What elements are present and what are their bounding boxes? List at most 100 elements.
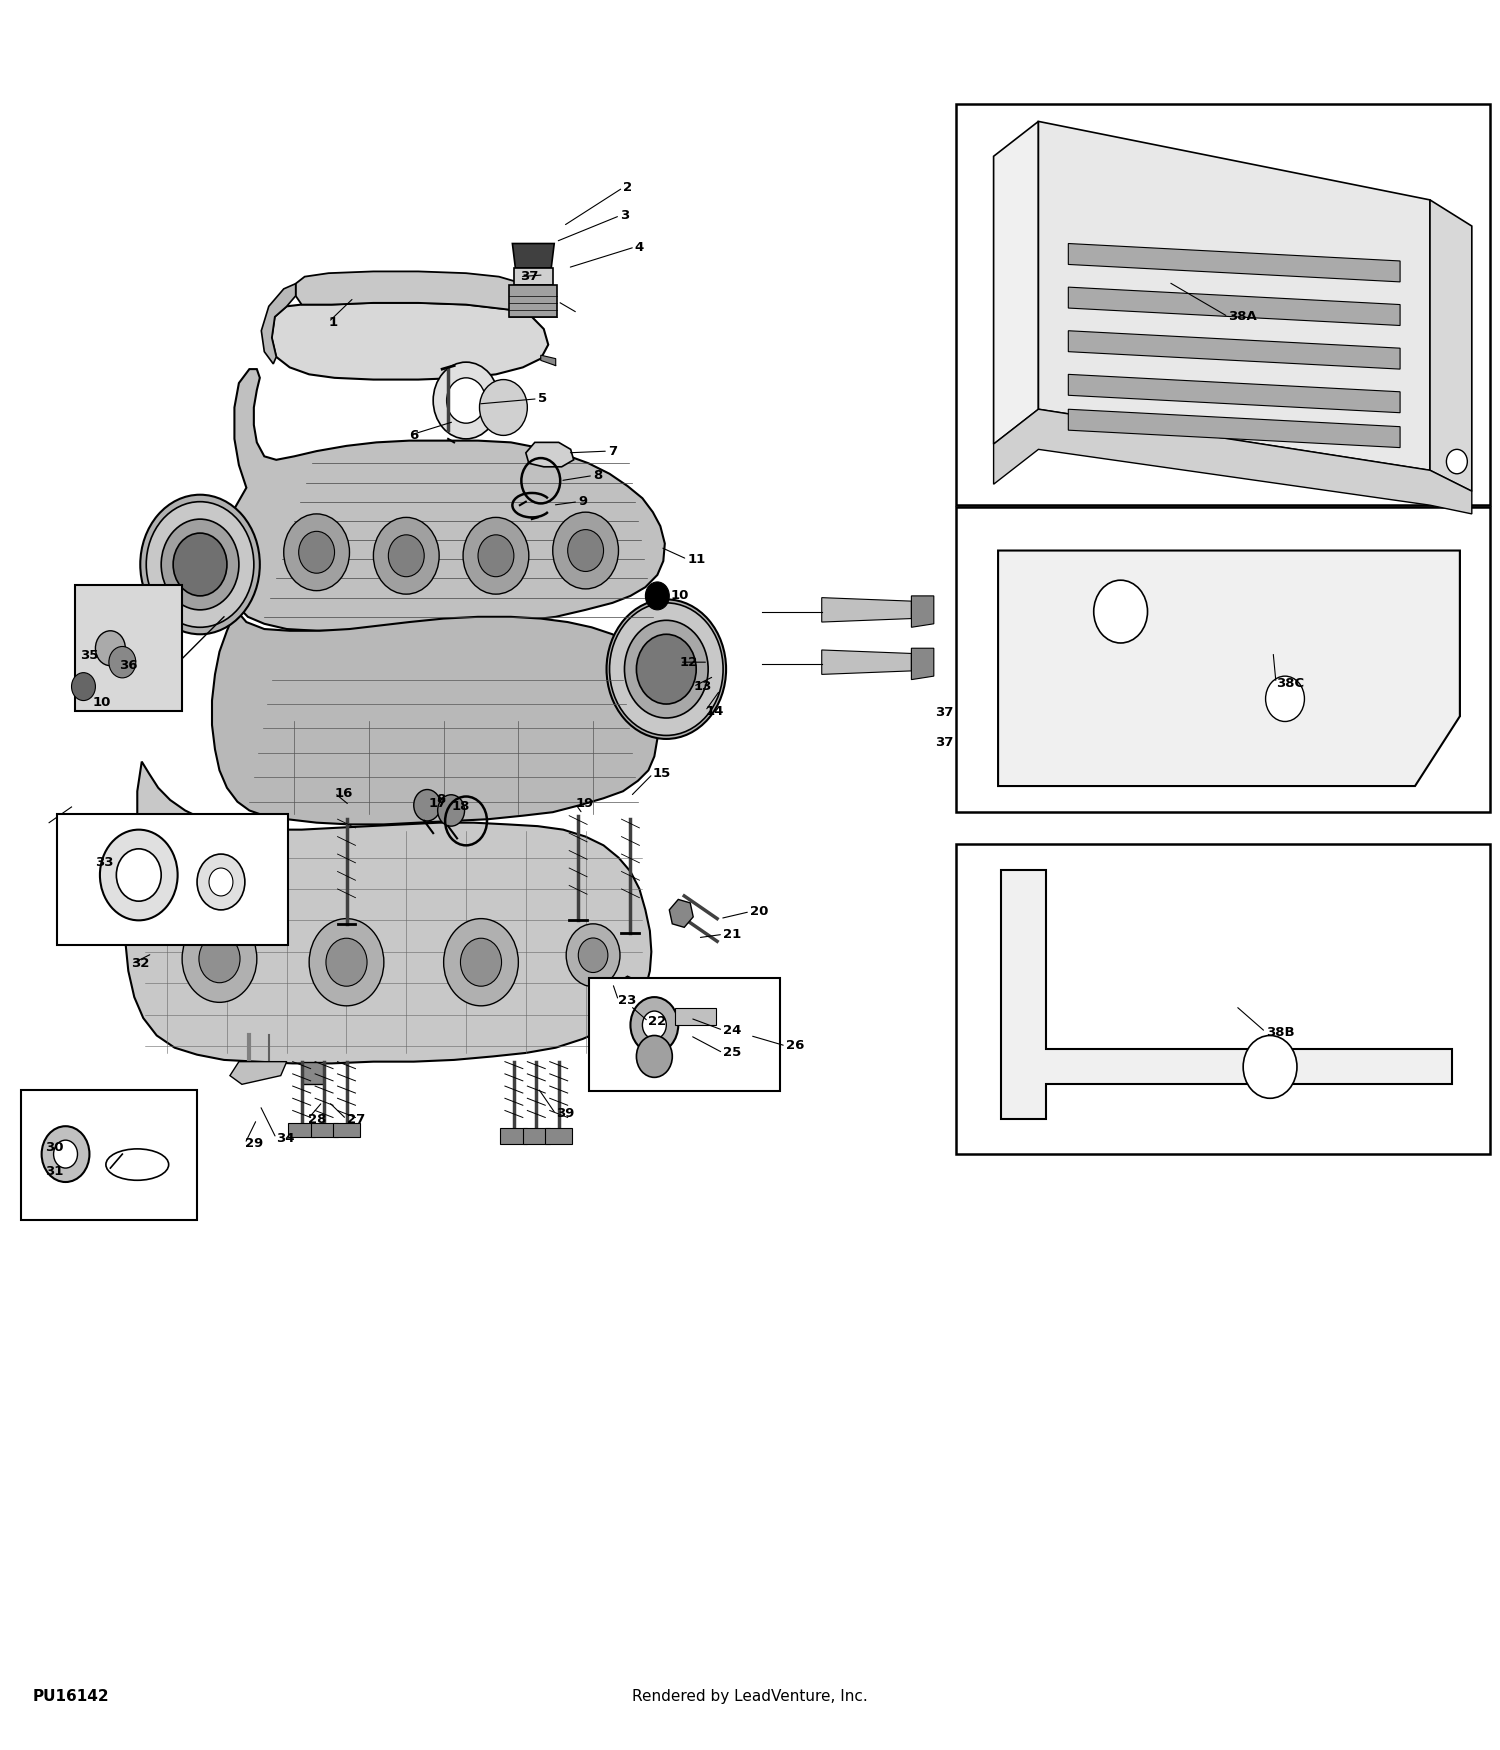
Text: 38B: 38B xyxy=(1266,1026,1294,1038)
Text: 24: 24 xyxy=(723,1024,741,1036)
Text: 6: 6 xyxy=(410,429,419,443)
Text: 9: 9 xyxy=(578,495,588,507)
Text: 22: 22 xyxy=(648,1015,666,1027)
Text: 21: 21 xyxy=(723,928,741,942)
Text: 36: 36 xyxy=(120,660,138,672)
Circle shape xyxy=(438,794,465,826)
Circle shape xyxy=(626,621,706,716)
Text: 33: 33 xyxy=(96,856,114,870)
Circle shape xyxy=(141,495,260,634)
Polygon shape xyxy=(669,900,693,928)
Circle shape xyxy=(478,536,514,578)
Polygon shape xyxy=(822,598,912,621)
Circle shape xyxy=(96,630,126,665)
Circle shape xyxy=(642,1011,666,1040)
Circle shape xyxy=(567,530,603,572)
Circle shape xyxy=(444,919,519,1006)
Polygon shape xyxy=(912,597,934,626)
Circle shape xyxy=(1094,581,1148,642)
Polygon shape xyxy=(1068,243,1400,282)
Text: 35: 35 xyxy=(81,649,99,662)
Polygon shape xyxy=(302,1062,324,1085)
Polygon shape xyxy=(1000,870,1452,1120)
Circle shape xyxy=(388,536,424,578)
Circle shape xyxy=(414,789,441,821)
Polygon shape xyxy=(993,121,1038,444)
Circle shape xyxy=(1244,1036,1298,1099)
Circle shape xyxy=(284,514,350,592)
Text: 5: 5 xyxy=(538,392,548,406)
Circle shape xyxy=(566,924,620,987)
Polygon shape xyxy=(912,648,934,679)
Text: 26: 26 xyxy=(786,1040,804,1052)
Circle shape xyxy=(636,634,696,704)
Circle shape xyxy=(630,997,678,1054)
Circle shape xyxy=(464,518,530,595)
Bar xyxy=(21,1090,196,1220)
Text: 10: 10 xyxy=(670,590,688,602)
Text: 38C: 38C xyxy=(1276,677,1304,690)
Polygon shape xyxy=(993,410,1472,514)
Text: 15: 15 xyxy=(652,766,670,780)
Circle shape xyxy=(374,518,440,595)
Polygon shape xyxy=(310,1124,338,1138)
Circle shape xyxy=(54,1141,78,1167)
Text: 3: 3 xyxy=(620,208,628,222)
Text: 37: 37 xyxy=(936,737,954,749)
Circle shape xyxy=(636,1036,672,1078)
Polygon shape xyxy=(230,1062,286,1085)
Text: 7: 7 xyxy=(608,444,616,457)
Text: 18: 18 xyxy=(452,800,470,814)
Circle shape xyxy=(480,380,528,436)
Polygon shape xyxy=(514,268,552,285)
Polygon shape xyxy=(333,1124,360,1138)
Circle shape xyxy=(645,583,669,609)
Polygon shape xyxy=(524,1129,549,1144)
Polygon shape xyxy=(510,285,556,317)
Circle shape xyxy=(100,830,177,921)
Polygon shape xyxy=(600,977,642,1015)
Text: 16: 16 xyxy=(334,786,352,800)
Text: 32: 32 xyxy=(132,957,150,971)
Polygon shape xyxy=(998,551,1460,786)
Polygon shape xyxy=(1038,121,1430,471)
Text: 34: 34 xyxy=(276,1132,296,1144)
Text: 20: 20 xyxy=(750,905,768,919)
Polygon shape xyxy=(1068,374,1400,413)
Polygon shape xyxy=(526,443,573,467)
Bar xyxy=(956,507,1490,812)
Circle shape xyxy=(298,532,334,574)
Text: 28: 28 xyxy=(308,1113,326,1125)
Text: 2: 2 xyxy=(622,182,632,194)
Text: 39: 39 xyxy=(555,1108,574,1120)
Circle shape xyxy=(160,520,238,609)
Text: 31: 31 xyxy=(45,1166,63,1178)
Polygon shape xyxy=(211,609,657,824)
Circle shape xyxy=(1266,676,1305,721)
Text: 25: 25 xyxy=(723,1046,741,1059)
Polygon shape xyxy=(513,243,554,268)
Polygon shape xyxy=(1068,410,1400,448)
Circle shape xyxy=(117,849,160,901)
Circle shape xyxy=(309,919,384,1006)
Circle shape xyxy=(1446,450,1467,474)
Polygon shape xyxy=(296,271,524,310)
Text: 13: 13 xyxy=(693,681,711,693)
Text: 23: 23 xyxy=(618,994,638,1006)
Polygon shape xyxy=(1430,200,1472,492)
Circle shape xyxy=(606,600,726,738)
Circle shape xyxy=(447,378,486,424)
Circle shape xyxy=(42,1127,90,1181)
Bar xyxy=(956,844,1490,1153)
Circle shape xyxy=(158,516,242,612)
Text: 10: 10 xyxy=(93,696,111,709)
Circle shape xyxy=(552,513,618,590)
Bar xyxy=(588,978,780,1092)
Polygon shape xyxy=(501,1129,528,1144)
Circle shape xyxy=(146,502,254,626)
Text: PU16142: PU16142 xyxy=(33,1689,110,1703)
Circle shape xyxy=(209,868,232,896)
Text: 19: 19 xyxy=(574,796,594,810)
Text: 12: 12 xyxy=(680,656,698,668)
Text: 38A: 38A xyxy=(1228,310,1257,324)
